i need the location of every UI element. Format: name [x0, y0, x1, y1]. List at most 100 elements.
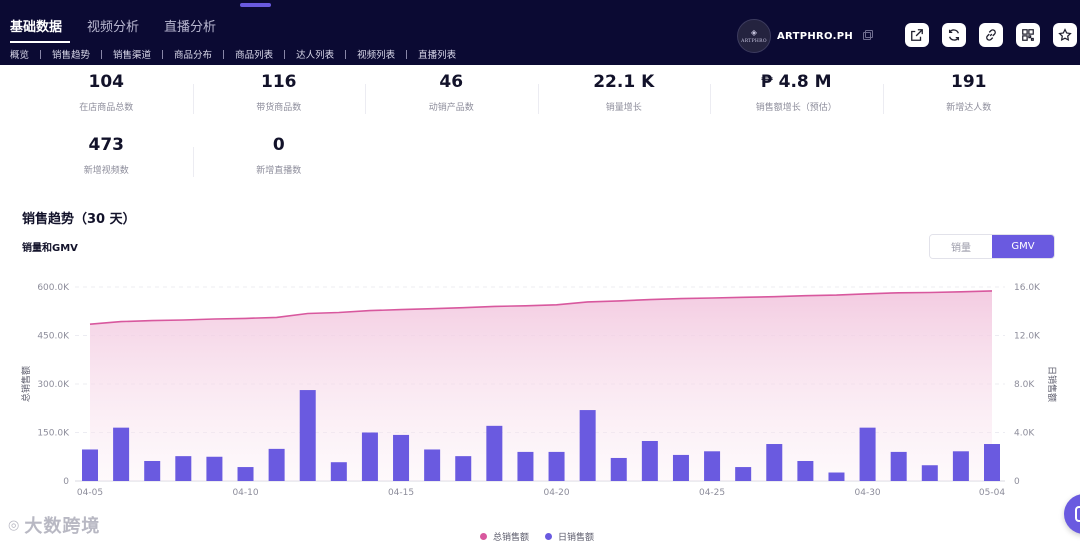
daily-sales-bar [393, 434, 410, 481]
daily-sales-bar [921, 465, 938, 481]
daily-sales-bar [361, 432, 378, 481]
stat-label: 动销产品数 [428, 103, 474, 113]
stat-value: 22.1 K [593, 72, 655, 92]
toggle-gmv[interactable]: GMV [992, 235, 1054, 258]
daily-sales-bar [299, 390, 316, 481]
daily-sales-bar [952, 451, 969, 481]
daily-sales-bar [704, 451, 721, 481]
subtab-product-list[interactable]: 商品列表 [235, 50, 274, 61]
total-sales-line [89, 290, 993, 325]
daily-sales-bar [641, 440, 658, 481]
share-button[interactable] [905, 23, 929, 47]
stats-panel: 104 在店商品总数 116 带货商品数 46 动销产品数 22.1 K 销量增… [20, 70, 1060, 196]
tab-basic-data[interactable]: 基础数据 [10, 16, 71, 43]
stat-products-total: 104 在店商品总数 [20, 70, 193, 130]
daily-sales-bar [175, 456, 192, 481]
subtab-divider [223, 49, 225, 59]
daily-sales-bar [890, 451, 907, 481]
top-indicator [240, 3, 271, 7]
daily-sales-bar [486, 425, 503, 481]
subtab-divider [406, 49, 408, 59]
subtab-divider [162, 49, 164, 59]
qrcode-icon [1022, 29, 1034, 41]
x-tick-label: 04-20 [543, 488, 569, 495]
legend-total-sales[interactable]: 总销售额 [480, 530, 529, 543]
stat-value: 191 [951, 72, 987, 92]
y-right-tick-label: 0 [1014, 477, 1020, 487]
daily-sales-bar [766, 444, 783, 481]
daily-sales-bar [579, 410, 596, 481]
subtab-overview[interactable]: 概览 [10, 50, 30, 61]
subtab-creator-list[interactable]: 达人列表 [296, 50, 335, 61]
x-tick-label: 04-25 [699, 488, 725, 495]
sub-tabs: 概览 销售趋势 销售渠道 商品分布 商品列表 达人列表 视频列表 直播列表 [10, 47, 456, 61]
y-tick-label: 450.0K [37, 332, 70, 342]
link-button[interactable] [979, 23, 1003, 47]
daily-sales-bar [330, 462, 347, 481]
daily-sales-bar [237, 467, 254, 481]
stat-revenue-growth: ₱ 4.8 M 销售额增长（预估） [710, 70, 883, 130]
copy-icon[interactable] [863, 30, 873, 40]
daily-sales-bar [672, 454, 689, 481]
daily-sales-bar [82, 449, 98, 481]
daily-sales-bar [859, 427, 876, 481]
subtab-sales-trend[interactable]: 销售趋势 [52, 50, 91, 61]
subtab-sales-channel[interactable]: 销售渠道 [113, 50, 152, 61]
stat-value: 473 [88, 135, 125, 155]
shop-logo-text: ARTPHRO [741, 38, 767, 44]
daily-sales-bar [548, 451, 565, 481]
share-icon [911, 29, 923, 41]
stat-moving-products: 46 动销产品数 [365, 70, 538, 130]
daily-sales-bar [268, 448, 285, 481]
subtab-video-list[interactable]: 视频列表 [357, 50, 396, 61]
stat-label: 销售额增长（预估） [755, 103, 837, 113]
legend-daily-sales[interactable]: 日销售额 [545, 530, 594, 543]
legend-dot-total [480, 533, 487, 540]
shop-logo: ◈ ARTPHRO [737, 19, 771, 53]
refresh-icon [948, 29, 960, 41]
subtab-product-distribution[interactable]: 商品分布 [174, 50, 213, 61]
chart-title: 销量和GMV [22, 243, 78, 254]
subtab-live-list[interactable]: 直播列表 [418, 50, 457, 61]
sales-trend-chart: 0 0 150.0K 4.0K 300.0K 8.0K 450.0K 12.0K 600.0K 1… [20, 283, 1058, 495]
daily-sales-bar [610, 457, 627, 481]
main-tabs: 基础数据 视频分析 直播分析 [10, 16, 216, 43]
star-button[interactable] [1053, 23, 1077, 47]
y-right-tick-label: 16.0K [1014, 283, 1041, 293]
chat-button[interactable] [1064, 494, 1080, 534]
daily-sales-bar [206, 456, 223, 481]
watermark: ◎ 大数跨境 [8, 512, 100, 538]
y-tick-label: 0 [63, 477, 69, 487]
stat-label: 销量增长 [605, 103, 642, 113]
y-tick-label: 150.0K [37, 429, 70, 439]
daily-sales-bar [735, 467, 752, 481]
daily-sales-bar [517, 451, 534, 481]
stat-label: 新增达人数 [946, 103, 992, 113]
top-header: 基础数据 视频分析 直播分析 概览 销售趋势 销售渠道 商品分布 商品列表 达人… [0, 0, 1080, 65]
tab-live-analysis[interactable]: 直播分析 [164, 20, 217, 35]
stats-row: 104 在店商品总数 116 带货商品数 46 动销产品数 22.1 K 销量增… [20, 70, 1060, 130]
y-tick-label: 300.0K [37, 380, 70, 390]
stat-value: 116 [261, 72, 297, 92]
x-tick-label: 04-15 [388, 488, 414, 495]
stat-value: 46 [439, 72, 464, 92]
shop-info: ◈ ARTPHRO ARTPHRO.PH [737, 19, 873, 53]
tab-video-analysis[interactable]: 视频分析 [87, 20, 140, 35]
y-tick-label: 600.0K [37, 283, 70, 293]
qrcode-button[interactable] [1016, 23, 1040, 47]
stats-row: 473 新增视频数 0 新增直播数 [20, 133, 1060, 193]
stat-new-lives: 0 新增直播数 [192, 133, 366, 193]
stat-value: 0 [272, 135, 285, 155]
y-axis-title: 总销售额 [20, 366, 32, 402]
x-tick-label: 04-30 [855, 488, 881, 495]
subtab-divider [345, 49, 347, 59]
toggle-sales-volume[interactable]: 销量 [930, 235, 992, 258]
subtab-divider [40, 49, 42, 59]
legend-dot-daily [545, 533, 553, 540]
metric-toggle: 销量 GMV [929, 234, 1055, 259]
stat-label: 新增直播数 [256, 166, 302, 176]
refresh-button[interactable] [942, 23, 966, 47]
watermark-logo-icon: ◎ [8, 517, 21, 533]
y-right-tick-label: 8.0K [1014, 380, 1035, 390]
watermark-text: 大数跨境 [24, 516, 101, 537]
